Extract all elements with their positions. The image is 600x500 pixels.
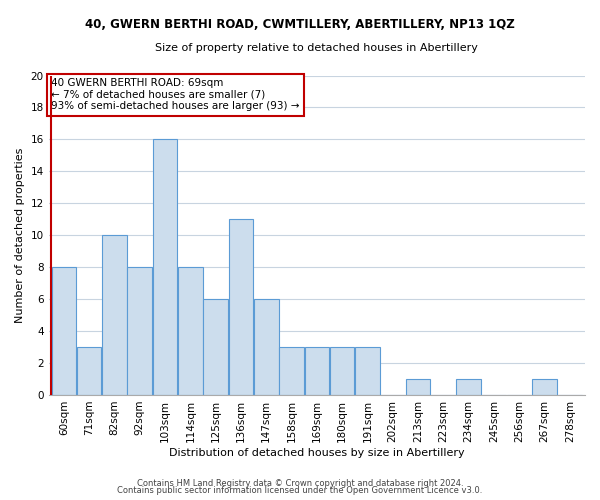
Text: 40, GWERN BERTHI ROAD, CWMTILLERY, ABERTILLERY, NP13 1QZ: 40, GWERN BERTHI ROAD, CWMTILLERY, ABERT… — [85, 18, 515, 30]
Bar — [77, 347, 101, 395]
Text: Contains HM Land Registry data © Crown copyright and database right 2024.: Contains HM Land Registry data © Crown c… — [137, 478, 463, 488]
Bar — [305, 347, 329, 395]
Bar — [355, 347, 380, 395]
Bar — [279, 347, 304, 395]
Text: 40 GWERN BERTHI ROAD: 69sqm
← 7% of detached houses are smaller (7)
93% of semi-: 40 GWERN BERTHI ROAD: 69sqm ← 7% of deta… — [52, 78, 300, 112]
Bar — [52, 267, 76, 395]
Bar — [102, 235, 127, 395]
Bar — [229, 220, 253, 395]
Text: Contains public sector information licensed under the Open Government Licence v3: Contains public sector information licen… — [118, 486, 482, 495]
Bar — [127, 267, 152, 395]
Title: Size of property relative to detached houses in Abertillery: Size of property relative to detached ho… — [155, 42, 478, 52]
Bar — [178, 267, 203, 395]
Bar — [203, 299, 228, 395]
Bar — [457, 379, 481, 395]
X-axis label: Distribution of detached houses by size in Abertillery: Distribution of detached houses by size … — [169, 448, 464, 458]
Bar — [532, 379, 557, 395]
Bar — [254, 299, 278, 395]
Bar — [330, 347, 355, 395]
Bar — [406, 379, 430, 395]
Y-axis label: Number of detached properties: Number of detached properties — [15, 148, 25, 323]
Bar — [153, 140, 178, 395]
